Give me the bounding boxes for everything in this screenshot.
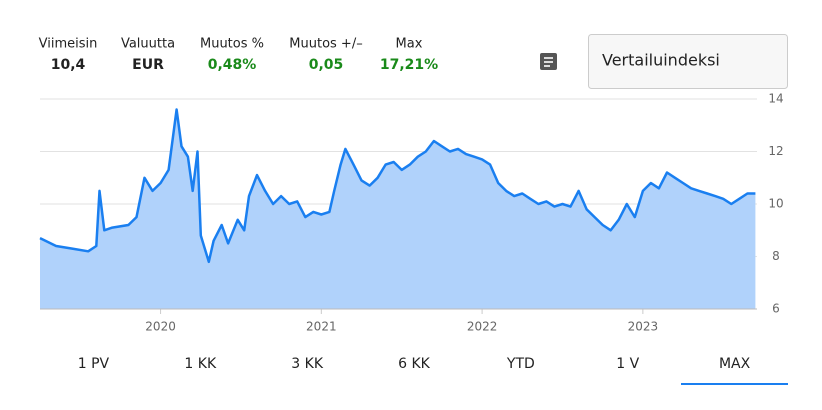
range-tab[interactable]: MAX <box>719 356 751 372</box>
y-tick-label: 8 <box>772 249 780 263</box>
stat-label: Muutos +/– <box>289 37 362 52</box>
x-tick-label: 2021 <box>306 320 337 334</box>
range-tab[interactable]: 1 PV <box>78 356 110 372</box>
x-tick-label: 2020 <box>145 320 176 334</box>
compare-button-label: Vertailuindeksi <box>602 51 720 70</box>
stat-value: EUR <box>132 57 164 73</box>
range-tab[interactable]: 1 KK <box>184 356 217 372</box>
x-tick-label: 2022 <box>467 320 498 334</box>
x-tick-label: 2023 <box>628 320 659 334</box>
stat-label: Max <box>396 37 423 52</box>
range-tab[interactable]: YTD <box>506 356 535 372</box>
y-tick-label: 6 <box>772 302 780 316</box>
chart: 6 8 10 12 14 2020 2021 2022 2023 <box>39 92 784 334</box>
range-tabs: 1 PV 1 KK 3 KK 6 KK YTD 1 V MAX <box>78 356 751 372</box>
notes-icon[interactable] <box>540 53 557 70</box>
range-tab[interactable]: 1 V <box>616 356 639 372</box>
compare-button[interactable] <box>588 34 788 89</box>
stat-value: 0,05 <box>309 57 344 73</box>
stat-label: Valuutta <box>121 37 175 52</box>
stat-value: 17,21% <box>380 57 438 73</box>
y-tick-label: 14 <box>768 92 783 106</box>
y-tick-label: 12 <box>768 144 783 158</box>
line <box>39 108 756 264</box>
range-tab[interactable]: 6 KK <box>398 356 431 372</box>
stat-value: 10,4 <box>51 57 86 73</box>
y-tick-label: 10 <box>768 197 783 211</box>
stat-value: 0,48% <box>208 57 257 73</box>
stat-label: Viimeisin <box>39 37 98 52</box>
range-tab[interactable]: 3 KK <box>291 356 324 372</box>
area <box>40 109 756 309</box>
stat-label: Muutos % <box>200 37 264 52</box>
